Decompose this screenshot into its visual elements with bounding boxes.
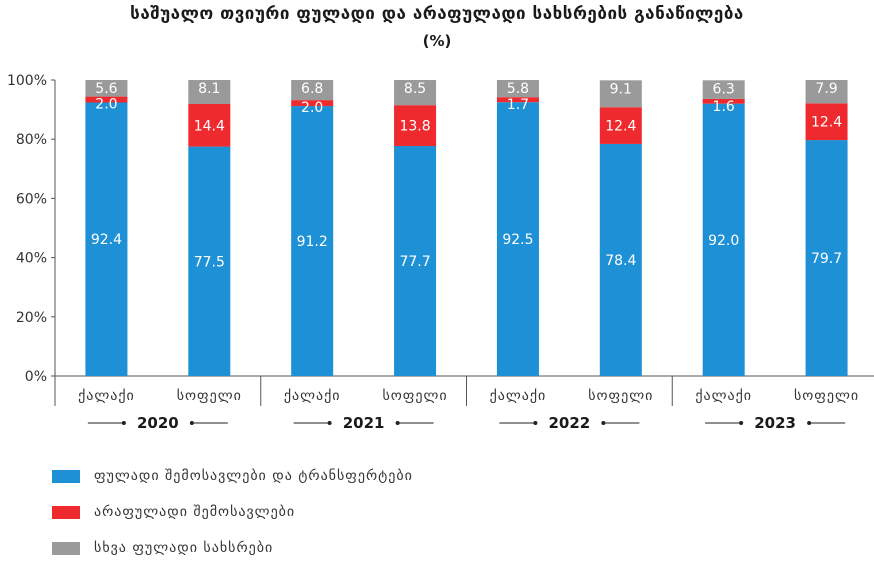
x-category-label: ქალაქი (284, 388, 341, 404)
legend-label-non-monetary: არაფულადი შემოსავლები (94, 504, 296, 520)
bar-segment-other (85, 80, 128, 97)
x-category-label: სოფელი (794, 388, 859, 404)
data-label-other: 5.8 (507, 81, 529, 97)
data-label-monetary: 77.7 (399, 254, 430, 270)
stacked-bar-chart: 0%20%40%60%80%100%92.42.05.6ქალაქი77.514… (7, 73, 874, 432)
x-category-label: სოფელი (177, 388, 242, 404)
chart-title: საშუალო თვიური ფულადი და არაფულადი სახსრ… (130, 4, 744, 24)
year-decor-dot (395, 421, 400, 425)
x-year-label: 2022 (549, 414, 591, 432)
data-label-non_monetary: 12.4 (811, 115, 842, 131)
bar-segment-other (188, 80, 231, 104)
data-label-other: 7.9 (815, 81, 837, 97)
bar-segment-non_monetary (291, 100, 334, 107)
data-label-monetary: 91.2 (297, 234, 328, 250)
data-label-non_monetary: 2.0 (95, 97, 117, 113)
bar-segment-other (394, 80, 437, 106)
year-decor-dot (533, 421, 538, 425)
legend-item-monetary: ფულადი შემოსავლები და ტრანსფერტები (52, 458, 413, 494)
bar-segment-monetary (496, 102, 539, 376)
bar-segment-monetary (805, 140, 848, 376)
y-tick-label: 80% (16, 132, 47, 148)
data-label-other: 6.3 (713, 81, 735, 97)
data-label-monetary: 92.4 (91, 232, 122, 248)
data-label-other: 5.6 (95, 81, 117, 97)
data-label-non_monetary: 1.7 (507, 97, 529, 113)
bar-segment-monetary (188, 146, 231, 376)
data-label-other: 9.1 (610, 81, 632, 97)
bar-segment-non_monetary (85, 96, 128, 103)
data-label-non_monetary: 1.6 (713, 99, 735, 115)
data-label-monetary: 92.0 (708, 233, 739, 249)
bar-segment-monetary (702, 103, 745, 377)
x-category-label: სოფელი (382, 388, 447, 404)
x-category-label: ქალაქი (695, 388, 752, 404)
legend-swatch-other (52, 541, 80, 555)
data-label-monetary: 78.4 (605, 253, 636, 269)
data-label-other: 8.1 (198, 81, 220, 97)
year-decor-dot (739, 421, 744, 425)
data-label-monetary: 79.7 (811, 251, 842, 267)
y-tick-label: 40% (16, 251, 47, 267)
year-decor-dot (121, 421, 126, 425)
legend-label-other: სხვა ფულადი სახსრები (94, 540, 274, 556)
legend-item-non-monetary: არაფულადი შემოსავლები (52, 494, 413, 530)
x-year-label: 2020 (137, 414, 179, 432)
bar-segment-non_monetary (805, 103, 848, 141)
year-decor-dot (189, 421, 194, 425)
data-label-other: 6.8 (301, 81, 323, 97)
legend-label-monetary: ფულადი შემოსავლები და ტრანსფერტები (94, 468, 413, 484)
bar-segment-other (291, 80, 334, 101)
bar-segment-other (599, 80, 642, 108)
year-decor-dot (601, 421, 606, 425)
bar-segment-non_monetary (188, 103, 231, 147)
y-tick-label: 100% (7, 73, 47, 89)
legend-swatch-non-monetary (52, 505, 80, 519)
bar-segment-other (805, 80, 848, 104)
data-label-monetary: 77.5 (194, 254, 225, 270)
bar-segment-non_monetary (599, 107, 642, 144)
y-tick-label: 60% (16, 191, 47, 207)
bar-segment-monetary (599, 143, 642, 376)
year-decor-dot (807, 421, 812, 425)
bar-segment-monetary (394, 146, 437, 376)
legend-item-other: სხვა ფულადი სახსრები (52, 530, 413, 566)
chart-legend: ფულადი შემოსავლები და ტრანსფერტები არაფუ… (52, 458, 413, 566)
bar-segment-non_monetary (702, 98, 745, 104)
year-decor-dot (327, 421, 332, 425)
x-year-label: 2021 (343, 414, 385, 432)
y-tick-label: 20% (16, 310, 47, 326)
data-label-non_monetary: 13.8 (399, 119, 430, 135)
data-label-monetary: 92.5 (502, 232, 533, 248)
data-label-non_monetary: 2.0 (301, 100, 323, 116)
chart-subtitle: (%) (422, 32, 452, 50)
bar-segment-other (702, 80, 745, 99)
x-category-label: ქალაქი (78, 388, 135, 404)
bar-segment-other (496, 80, 539, 98)
legend-swatch-monetary (52, 469, 80, 483)
y-tick-label: 0% (25, 369, 47, 385)
bar-segment-monetary (85, 102, 128, 376)
bar-segment-non_monetary (496, 97, 539, 103)
x-category-label: სოფელი (588, 388, 653, 404)
data-label-other: 8.5 (404, 81, 426, 97)
data-label-non_monetary: 12.4 (605, 119, 636, 135)
bar-segment-monetary (291, 106, 334, 376)
x-year-label: 2023 (754, 414, 796, 432)
bar-segment-non_monetary (394, 105, 437, 147)
x-category-label: ქალაქი (490, 388, 547, 404)
data-label-non_monetary: 14.4 (194, 118, 225, 134)
